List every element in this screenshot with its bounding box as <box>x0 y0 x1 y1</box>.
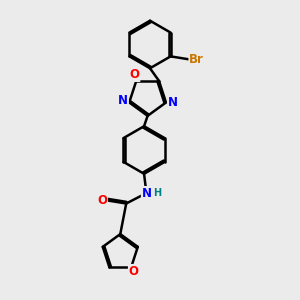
Text: H: H <box>153 188 161 198</box>
Text: O: O <box>130 68 140 81</box>
Text: O: O <box>98 194 107 207</box>
Text: N: N <box>141 187 152 200</box>
Text: Br: Br <box>189 53 204 66</box>
Text: N: N <box>118 94 128 107</box>
Text: N: N <box>167 96 178 109</box>
Text: O: O <box>128 265 139 278</box>
